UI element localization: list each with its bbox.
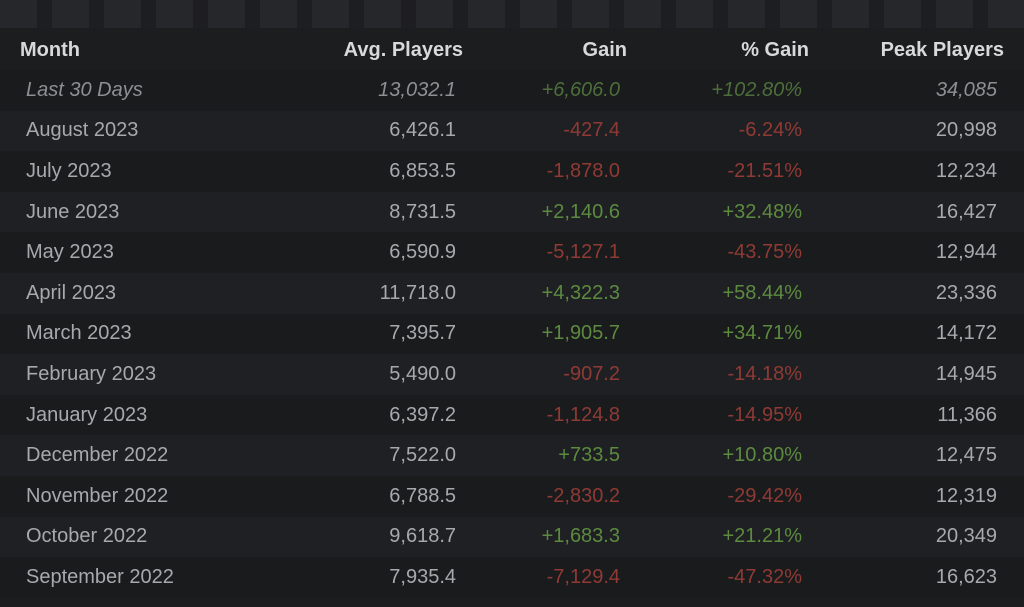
gain-cell: -1,124.8 (546, 403, 620, 426)
avg-players-cell: 5,490.0 (389, 362, 456, 385)
peak-players-cell: 16,623 (935, 565, 997, 588)
avg-players-cell: 6,426.1 (389, 119, 456, 142)
peak-players-cell: 16,427 (935, 200, 997, 223)
table-row: January 2023 6,397.2 -1,124.8 -14.95% 11,366 (0, 394, 1024, 436)
peak-players-cell: 23,336 (935, 281, 997, 304)
gain-cell: -7,129.4 (546, 565, 620, 588)
table-row: October 2022 9,618.7 +1,683.3 +21.21% 20,349 (0, 516, 1024, 558)
gain-cell: +4,322.3 (541, 281, 620, 304)
table-row: August 2023 6,426.1 -427.4 -6.24% 20,998 (0, 110, 1024, 152)
header-month[interactable]: Month (20, 38, 80, 61)
percent-gain-cell: -43.75% (727, 241, 803, 264)
month-cell: February 2023 (26, 362, 157, 385)
percent-gain-cell: +21.21% (722, 525, 802, 548)
table-row: May 2023 6,590.9 -5,127.1 -43.75% 12,944 (0, 232, 1024, 273)
avg-players-cell: 7,522.0 (389, 444, 456, 467)
avg-players-cell: 9,618.7 (389, 525, 456, 548)
header-peak-players[interactable]: Peak Players (880, 38, 1004, 61)
avg-players-cell: 7,935.4 (389, 565, 456, 588)
table-row: July 2023 6,853.5 -1,878.0 -21.51% 12,234 (0, 151, 1024, 192)
peak-players-cell: 34,085 (935, 78, 997, 101)
percent-gain-cell: -6.24% (738, 119, 802, 142)
table-row: Last 30 Days 13,032.1 +6,606.0 +102.80% 34,0… (0, 70, 1024, 111)
avg-players-cell: 6,397.2 (389, 403, 456, 426)
month-cell: June 2023 (26, 200, 120, 223)
peak-players-cell: 12,944 (935, 241, 997, 264)
gain-cell: -1,878.0 (546, 159, 620, 182)
cropped-header-strip (0, 0, 1024, 28)
month-cell: December 2022 (26, 444, 169, 467)
month-cell: August 2023 (26, 119, 139, 142)
table-row: September 2022 7,935.4 -7,129.4 -47.32% 16,6… (0, 557, 1024, 598)
peak-players-cell: 11,366 (937, 403, 997, 426)
gain-cell: -5,127.1 (546, 241, 620, 264)
avg-players-cell: 6,788.5 (389, 484, 456, 507)
month-cell: September 2022 (26, 565, 174, 588)
avg-players-cell: 8,731.5 (389, 200, 456, 223)
gain-cell: -2,830.2 (546, 484, 620, 507)
table-row: March 2023 7,395.7 +1,905.7 +34.71% 14,172 (0, 313, 1024, 355)
peak-players-cell: 12,475 (935, 444, 997, 467)
percent-gain-cell: +102.80% (711, 78, 802, 101)
gain-cell: -907.2 (563, 362, 620, 385)
header-percent-gain[interactable]: % Gain (741, 38, 809, 61)
gain-cell: +6,606.0 (541, 78, 620, 101)
avg-players-cell: 6,853.5 (389, 159, 456, 182)
month-cell: January 2023 (26, 403, 148, 426)
gain-cell: +733.5 (558, 444, 620, 467)
header-gain[interactable]: Gain (582, 38, 627, 61)
avg-players-cell: 7,395.7 (389, 322, 456, 345)
percent-gain-cell: -14.18% (727, 362, 803, 385)
monthly-players-table: Month Avg. Players Gain % Gain Peak Play… (0, 30, 1024, 598)
peak-players-cell: 12,234 (935, 159, 997, 182)
peak-players-cell: 20,349 (935, 525, 997, 548)
month-cell: March 2023 (26, 322, 132, 345)
table-row: June 2023 8,731.5 +2,140.6 +32.48% 16,427 (0, 191, 1024, 233)
month-cell: November 2022 (26, 484, 169, 507)
gain-cell: +1,905.7 (541, 322, 620, 345)
month-cell: July 2023 (26, 159, 112, 182)
month-cell: April 2023 (26, 281, 117, 304)
table-header-row: Month Avg. Players Gain % Gain Peak Play… (0, 30, 1024, 70)
gain-cell: +2,140.6 (541, 200, 620, 223)
table-row: February 2023 5,490.0 -907.2 -14.18% 14,945 (0, 354, 1024, 395)
avg-players-cell: 13,032.1 (378, 78, 456, 101)
percent-gain-cell: -21.51% (727, 159, 803, 182)
peak-players-cell: 20,998 (935, 119, 997, 142)
month-cell: Last 30 Days (26, 78, 143, 101)
percent-gain-cell: -29.42% (727, 484, 803, 507)
peak-players-cell: 14,172 (935, 322, 997, 345)
header-avg-players[interactable]: Avg. Players (343, 38, 463, 61)
table-row: November 2022 6,788.5 -2,830.2 -29.42% 12,31… (0, 475, 1024, 517)
table-body: Last 30 Days 13,032.1 +6,606.0 +102.80% 34,0… (0, 70, 1024, 598)
gain-cell: +1,683.3 (541, 525, 620, 548)
month-cell: October 2022 (26, 525, 148, 548)
percent-gain-cell: +10.80% (722, 444, 802, 467)
avg-players-cell: 6,590.9 (389, 241, 456, 264)
month-cell: May 2023 (26, 241, 114, 264)
gain-cell: -427.4 (563, 119, 620, 142)
percent-gain-cell: +34.71% (722, 322, 802, 345)
percent-gain-cell: +58.44% (722, 281, 802, 304)
peak-players-cell: 14,945 (935, 362, 997, 385)
percent-gain-cell: -47.32% (727, 565, 803, 588)
table-row: December 2022 7,522.0 +733.5 +10.80% 12,475 (0, 435, 1024, 476)
percent-gain-cell: -14.95% (727, 403, 803, 426)
percent-gain-cell: +32.48% (722, 200, 802, 223)
avg-players-cell: 11,718.0 (379, 281, 456, 304)
peak-players-cell: 12,319 (935, 484, 997, 507)
table-row: April 2023 11,718.0 +4,322.3 +58.44% 23,336 (0, 272, 1024, 314)
